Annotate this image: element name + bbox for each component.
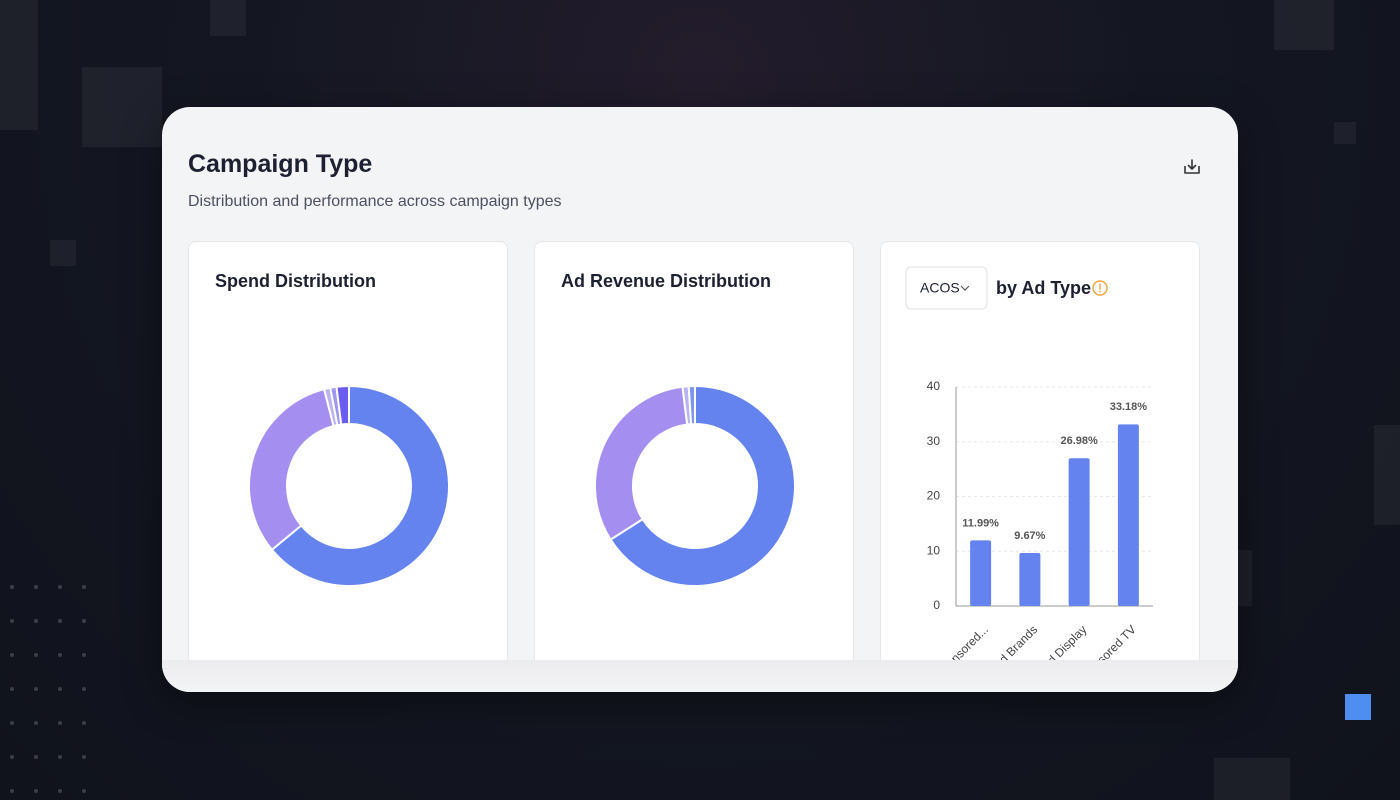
dot — [10, 755, 14, 759]
dot — [10, 789, 14, 793]
value-label: 9.67% — [1014, 530, 1045, 542]
decor — [1274, 0, 1334, 50]
card-subtitle: Distribution and performance across camp… — [188, 193, 562, 210]
dot — [10, 619, 14, 623]
dot — [34, 653, 38, 657]
decor — [1238, 550, 1252, 606]
metric-dropdown[interactable] — [905, 266, 988, 310]
dot — [82, 687, 86, 691]
bar — [970, 540, 992, 606]
dot — [58, 755, 62, 759]
bar — [1117, 424, 1139, 606]
download-button[interactable] — [1182, 157, 1202, 177]
accent-square — [1345, 694, 1371, 720]
pie-slice — [687, 384, 696, 426]
panel-title: by Ad Type — [996, 278, 1091, 298]
dot — [58, 585, 62, 589]
x-tick-label: Sponsored... — [933, 622, 991, 660]
dot — [10, 653, 14, 657]
revenue-panel: Ad Revenue Distribution — [534, 241, 854, 660]
card-footer — [162, 660, 1238, 692]
dot — [82, 789, 86, 793]
metric-label: ACOS — [920, 280, 960, 296]
decor — [1214, 758, 1290, 800]
spend-panel: Spend Distribution — [188, 241, 508, 660]
chart: Spend Distribution — [215, 271, 450, 587]
dot — [58, 687, 62, 691]
chart: ACOS by Ad Type 0 10 20 30 40 11.99% Sponsored..… — [905, 266, 1153, 660]
value-label: 26.98% — [1060, 435, 1098, 447]
dot — [58, 789, 62, 793]
dot — [34, 619, 38, 623]
y-tick-label: 30 — [927, 434, 941, 448]
pie-slice — [609, 384, 796, 587]
bar — [1068, 458, 1090, 606]
decor — [82, 67, 162, 147]
value-label: 11.99% — [962, 517, 999, 529]
dot — [82, 755, 86, 759]
dot — [10, 585, 14, 589]
pie-slice — [594, 385, 689, 541]
dot — [34, 755, 38, 759]
card-title: Campaign Type — [188, 150, 373, 178]
campaign-type-card: Campaign Type Distribution and performan… — [162, 107, 1238, 692]
dot — [34, 721, 38, 725]
dot — [82, 619, 86, 623]
y-tick-label: 40 — [927, 379, 941, 393]
dot — [34, 585, 38, 589]
dot — [58, 653, 62, 657]
info-icon — [1092, 280, 1108, 296]
bar — [1019, 553, 1041, 606]
chevron — [960, 285, 970, 291]
dot — [34, 789, 38, 793]
y-tick-label: 0 — [933, 598, 940, 612]
dot — [10, 721, 14, 725]
decor — [1334, 122, 1356, 144]
dot — [10, 687, 14, 691]
value-label: 33.18% — [1110, 401, 1148, 413]
pie-slice — [248, 387, 335, 552]
pie-slice — [270, 384, 450, 587]
dot — [82, 721, 86, 725]
dot — [58, 619, 62, 623]
acos-panel: ACOS by Ad Type 0 10 20 30 40 11.99% Sponsored..… — [880, 241, 1200, 660]
chart: Ad Revenue Distribution — [561, 271, 796, 587]
dot — [82, 653, 86, 657]
dot — [58, 721, 62, 725]
decor — [0, 0, 38, 130]
panel-title: Ad Revenue Distribution — [561, 271, 771, 291]
panel-title: Spend Distribution — [215, 271, 376, 291]
decor — [50, 240, 76, 266]
y-tick-label: 20 — [927, 489, 941, 503]
dot — [82, 585, 86, 589]
y-tick-label: 10 — [927, 543, 941, 557]
panels: Spend Distribution Ad Revenue Distributi… — [162, 241, 1238, 660]
dot — [34, 687, 38, 691]
decor — [210, 0, 246, 36]
pie-slice — [335, 384, 350, 426]
decor — [1374, 425, 1400, 525]
